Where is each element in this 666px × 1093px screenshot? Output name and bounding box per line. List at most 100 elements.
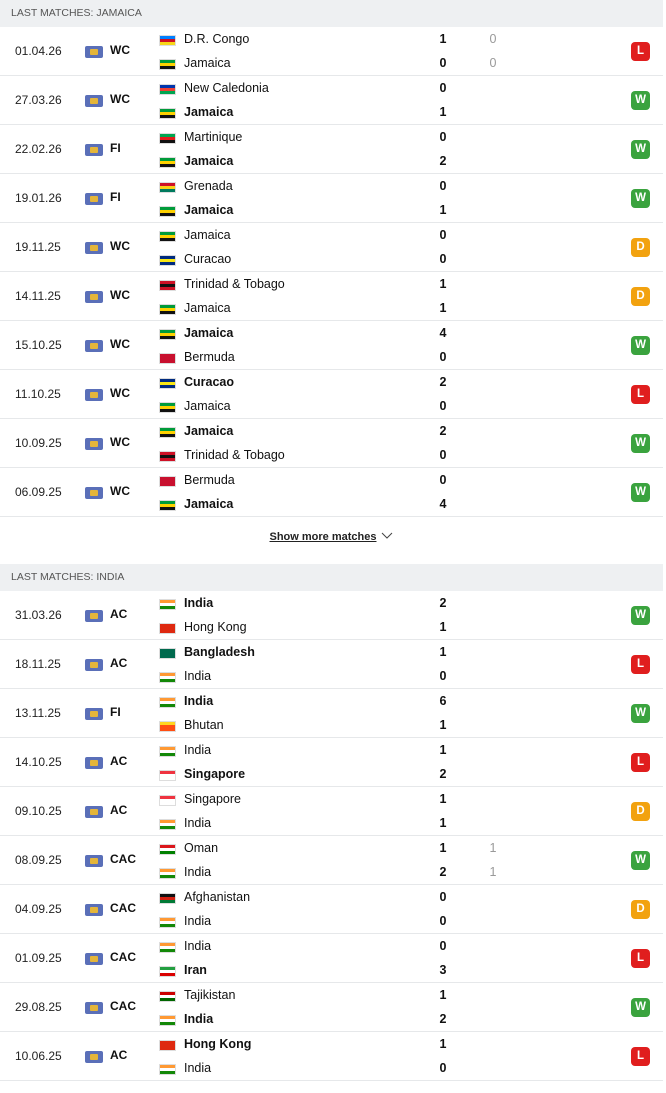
match-row[interactable]: 08.09.25 CAC Oman 1 1 India 2 1 W [0,836,663,885]
flag [159,1064,176,1075]
flag [159,500,176,511]
score: 4 [439,497,447,511]
team-name: India [184,865,212,879]
match-row[interactable]: 19.01.26 FI Grenada 0 Jamaica 1 W [0,174,663,223]
match-row[interactable]: 10.06.25 AC Hong Kong 1 India 0 L [0,1032,663,1081]
score: 0 [439,939,447,953]
match-row[interactable]: 22.02.26 FI Martinique 0 Jamaica 2 W [0,125,663,174]
match-row[interactable]: 10.09.25 WC Jamaica 2 Trinidad & Tobago 0 W [0,419,663,468]
team-name: Afghanistan [184,890,251,904]
result-badge: D [631,802,650,821]
competition-icon [85,144,103,156]
flag [159,206,176,217]
competition: CAC [110,901,136,915]
score: 2 [439,1012,447,1026]
match-row[interactable]: 06.09.25 WC Bermuda 0 Jamaica 4 W [0,468,663,517]
competition: AC [110,1048,128,1062]
score: 3 [439,963,447,977]
score: 0 [439,399,447,413]
team-name: Curacao [184,375,235,389]
competition-icon [85,1051,103,1063]
match-date: 31.03.26 [15,608,62,622]
result-badge: W [631,483,650,502]
score: 0 [439,1061,447,1075]
match-row[interactable]: 04.09.25 CAC Afghanistan 0 India 0 D [0,885,663,934]
result-badge: W [631,434,650,453]
match-date: 14.11.25 [15,289,61,303]
score: 0 [439,179,447,193]
show-more[interactable]: Show more matches [0,531,663,543]
team-name: Grenada [184,179,233,193]
competition-icon [85,389,103,401]
show-more-label[interactable]: Show more matches [269,531,377,543]
flag [159,697,176,708]
result-badge: L [631,655,650,674]
competition-icon [85,95,103,107]
team-name: Trinidad & Tobago [184,277,285,291]
team-name: Jamaica [184,424,234,438]
score: 2 [439,424,447,438]
team-name: Hong Kong [184,1037,252,1051]
score: 1 [439,620,447,634]
score: 0 [439,914,447,928]
result-badge: L [631,753,650,772]
match-row[interactable]: 27.03.26 WC New Caledonia 0 Jamaica 1 W [0,76,663,125]
flag [159,917,176,928]
team-name: Singapore [184,792,241,806]
score: 0 [439,448,447,462]
team-name: Bermuda [184,473,235,487]
competition: AC [110,607,128,621]
competition-icon [85,855,103,867]
competition-icon [85,193,103,205]
competition: WC [110,484,130,498]
team-name: India [184,743,212,757]
flag [159,280,176,291]
match-row[interactable]: 19.11.25 WC Jamaica 0 Curacao 0 D [0,223,663,272]
match-row[interactable]: 01.09.25 CAC India 0 Iran 3 L [0,934,663,983]
result-badge: L [631,42,650,61]
match-row[interactable]: 13.11.25 FI India 6 Bhutan 1 W [0,689,663,738]
match-row[interactable]: 14.10.25 AC India 1 Singapore 2 L [0,738,663,787]
competition: WC [110,43,130,57]
team-name: India [184,914,212,928]
match-row[interactable]: 09.10.25 AC Singapore 1 India 1 D [0,787,663,836]
match-row[interactable]: 15.10.25 WC Jamaica 4 Bermuda 0 W [0,321,663,370]
match-date: 10.09.25 [15,436,62,450]
score: 6 [439,694,447,708]
score: 1 [439,203,447,217]
team-name: Iran [184,963,207,977]
score: 4 [439,326,447,340]
result-badge: L [631,949,650,968]
match-date: 09.10.25 [15,804,62,818]
competition: FI [110,141,121,155]
flag [159,942,176,953]
match-row[interactable]: 01.04.26 WC D.R. Congo 1 0 Jamaica 0 0 L [0,27,663,76]
score: 0 [439,130,447,144]
flag [159,991,176,1002]
flag [159,476,176,487]
team-name: Jamaica [184,203,234,217]
penalty-score: 0 [489,56,497,70]
result-badge: W [631,336,650,355]
match-row[interactable]: 18.11.25 AC Bangladesh 1 India 0 L [0,640,663,689]
match-row[interactable]: 29.08.25 CAC Tajikistan 1 India 2 W [0,983,663,1032]
match-date: 14.10.25 [15,755,62,769]
result-badge: W [631,704,650,723]
competition: CAC [110,852,136,866]
score: 0 [439,350,447,364]
flag [159,182,176,193]
competition-icon [85,659,103,671]
team-name: Oman [184,841,219,855]
flag [159,819,176,830]
match-row[interactable]: 14.11.25 WC Trinidad & Tobago 1 Jamaica 1 D [0,272,663,321]
competition-icon [85,953,103,965]
match-date: 06.09.25 [15,485,62,499]
match-row[interactable]: 31.03.26 AC India 2 Hong Kong 1 W [0,591,663,640]
match-row[interactable]: 11.10.25 WC Curacao 2 Jamaica 0 L [0,370,663,419]
match-date: 29.08.25 [15,1000,62,1014]
score: 0 [439,228,447,242]
penalty-score: 1 [489,865,497,879]
competition-icon [85,487,103,499]
result-badge: L [631,1047,650,1066]
score: 0 [439,81,447,95]
